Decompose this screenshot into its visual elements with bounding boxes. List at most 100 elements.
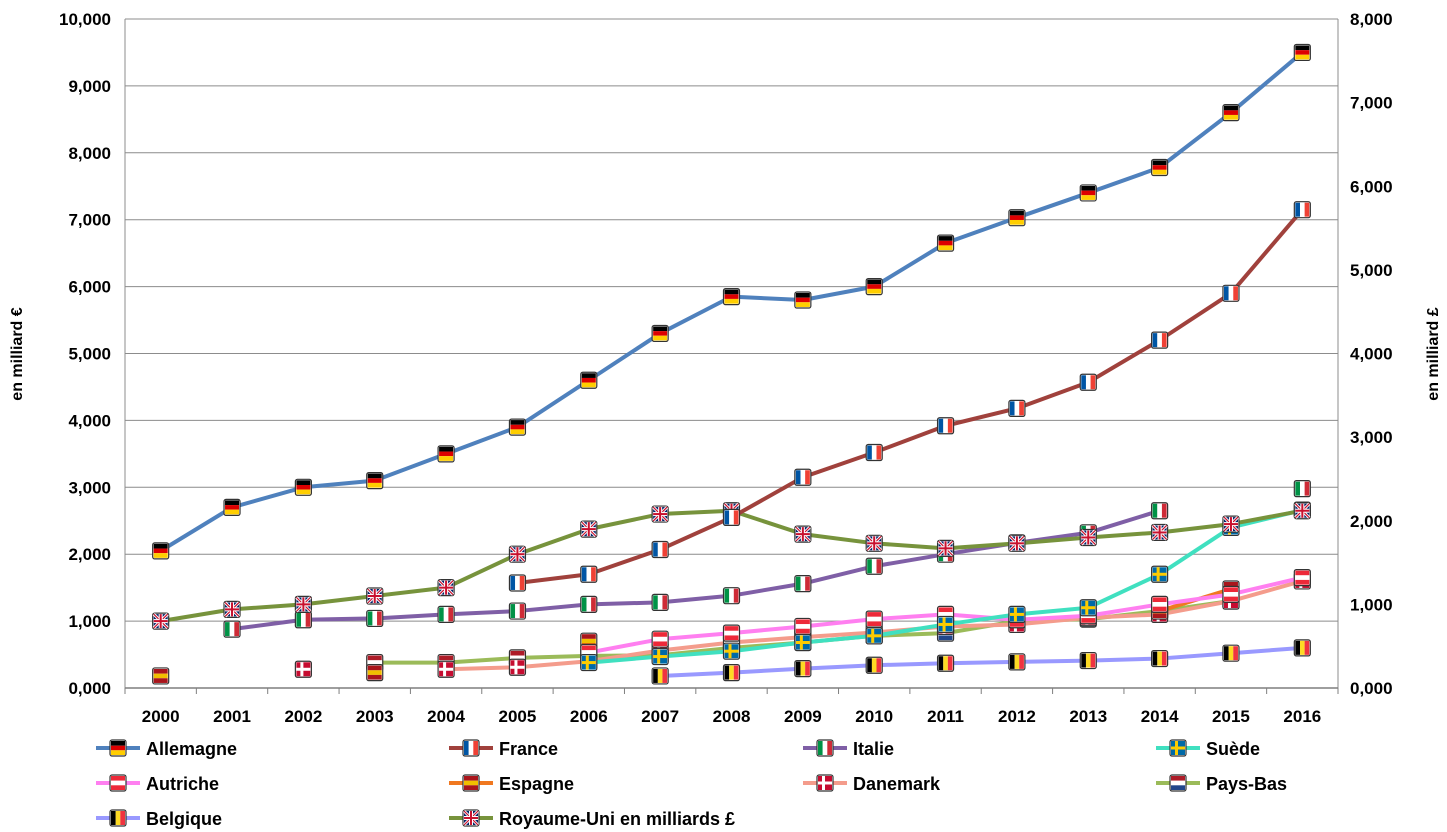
series-espagne xyxy=(152,580,1240,685)
legend-item: Suède xyxy=(1156,739,1260,759)
data-point xyxy=(437,579,455,597)
right-tick-label: 8,000 xyxy=(1350,10,1393,29)
data-point xyxy=(508,418,527,436)
left-tick-label: 7,000 xyxy=(68,211,111,230)
x-tick-label: 2000 xyxy=(142,707,180,726)
data-point xyxy=(651,667,669,685)
data-point xyxy=(152,667,170,685)
data-point xyxy=(580,565,598,583)
data-point xyxy=(936,539,955,557)
series-line xyxy=(160,508,1303,624)
data-point xyxy=(936,615,955,634)
data-point xyxy=(865,278,883,296)
data-point xyxy=(366,609,384,628)
data-point xyxy=(794,468,812,486)
series-layer xyxy=(152,43,1311,685)
legend-label: Belgique xyxy=(146,809,222,829)
series-allemagne xyxy=(152,43,1311,560)
data-point xyxy=(1079,184,1097,202)
data-point xyxy=(366,472,384,490)
legend-item: Espagne xyxy=(449,774,574,794)
data-point xyxy=(294,660,312,678)
x-tick-label: 2005 xyxy=(499,707,537,726)
legend-item: Pays-Bas xyxy=(1156,774,1287,794)
data-point xyxy=(1079,528,1097,547)
data-point xyxy=(936,234,955,252)
data-point xyxy=(722,587,741,605)
data-point xyxy=(294,611,312,629)
right-tick-label: 2,000 xyxy=(1350,512,1393,531)
left-tick-label: 0,000 xyxy=(68,679,111,698)
data-point xyxy=(1293,639,1311,657)
data-point xyxy=(294,478,312,496)
x-tick-label: 2015 xyxy=(1212,707,1250,726)
y-axis-right-title: en milliard £ xyxy=(1425,307,1442,400)
gridlines xyxy=(124,18,1339,694)
left-tick-label: 2,000 xyxy=(68,545,111,564)
data-point xyxy=(223,620,241,638)
legend-label: Royaume-Uni en milliards £ xyxy=(499,809,735,829)
legend-flag-icon xyxy=(816,774,834,792)
x-tick-label: 2013 xyxy=(1069,707,1107,726)
data-point xyxy=(580,653,598,672)
right-tick-label: 0,000 xyxy=(1350,679,1393,698)
data-point xyxy=(508,545,527,563)
data-point xyxy=(794,525,812,543)
x-tick-label: 2016 xyxy=(1283,707,1321,726)
right-tick-label: 3,000 xyxy=(1350,428,1393,447)
data-point xyxy=(1222,284,1240,302)
data-point xyxy=(508,574,527,592)
data-point xyxy=(794,659,812,678)
legend-label: Allemagne xyxy=(146,739,237,759)
data-point xyxy=(1293,569,1311,587)
series-line xyxy=(660,645,1303,678)
x-tick-label: 2006 xyxy=(570,707,608,726)
right-tick-label: 6,000 xyxy=(1350,177,1393,196)
legend-label: Pays-Bas xyxy=(1206,774,1287,794)
legend-label: Suède xyxy=(1206,739,1260,759)
legend-item: Royaume-Uni en milliards £ xyxy=(449,809,735,829)
data-point xyxy=(437,605,455,624)
legend-flag-icon xyxy=(109,739,127,757)
data-point xyxy=(1079,651,1097,670)
data-point xyxy=(1079,373,1097,391)
data-point xyxy=(936,654,955,672)
left-tick-label: 1,000 xyxy=(68,612,111,631)
data-point xyxy=(794,633,812,652)
data-point xyxy=(1293,480,1311,498)
data-point xyxy=(722,288,741,306)
data-point xyxy=(1151,158,1169,177)
legend-label: Autriche xyxy=(146,774,219,794)
data-point xyxy=(1293,502,1311,520)
data-point xyxy=(865,656,883,674)
data-point xyxy=(651,647,669,666)
data-point xyxy=(722,664,741,682)
x-tick-label: 2010 xyxy=(855,707,893,726)
legend-item: Allemagne xyxy=(96,739,237,759)
data-point xyxy=(651,324,669,343)
data-point xyxy=(865,557,883,575)
data-point xyxy=(1293,43,1311,62)
left-tick-label: 4,000 xyxy=(68,411,111,430)
x-tick-label: 2014 xyxy=(1141,707,1179,726)
data-point xyxy=(580,520,598,538)
legend-flag-icon xyxy=(1169,774,1187,792)
data-point xyxy=(1151,595,1169,613)
y-axis-left-title: en milliard € xyxy=(9,307,26,400)
left-axis-ticks: 0,000 1,000 2,000 3,000 4,000 5,000 6,000 7,000… xyxy=(59,10,111,698)
legend-item: Autriche xyxy=(96,774,219,794)
data-point xyxy=(722,642,741,660)
legend-label: France xyxy=(499,739,558,759)
data-point xyxy=(794,575,812,593)
right-tick-label: 7,000 xyxy=(1350,94,1393,113)
data-point xyxy=(651,540,669,559)
data-point xyxy=(294,595,312,613)
data-point xyxy=(223,600,241,618)
x-tick-label: 2008 xyxy=(713,707,751,726)
legend-flag-icon xyxy=(109,774,127,792)
data-point xyxy=(1008,399,1026,417)
data-point xyxy=(152,612,170,630)
data-point xyxy=(1222,644,1240,662)
data-point xyxy=(223,498,241,516)
data-point xyxy=(1222,104,1240,122)
